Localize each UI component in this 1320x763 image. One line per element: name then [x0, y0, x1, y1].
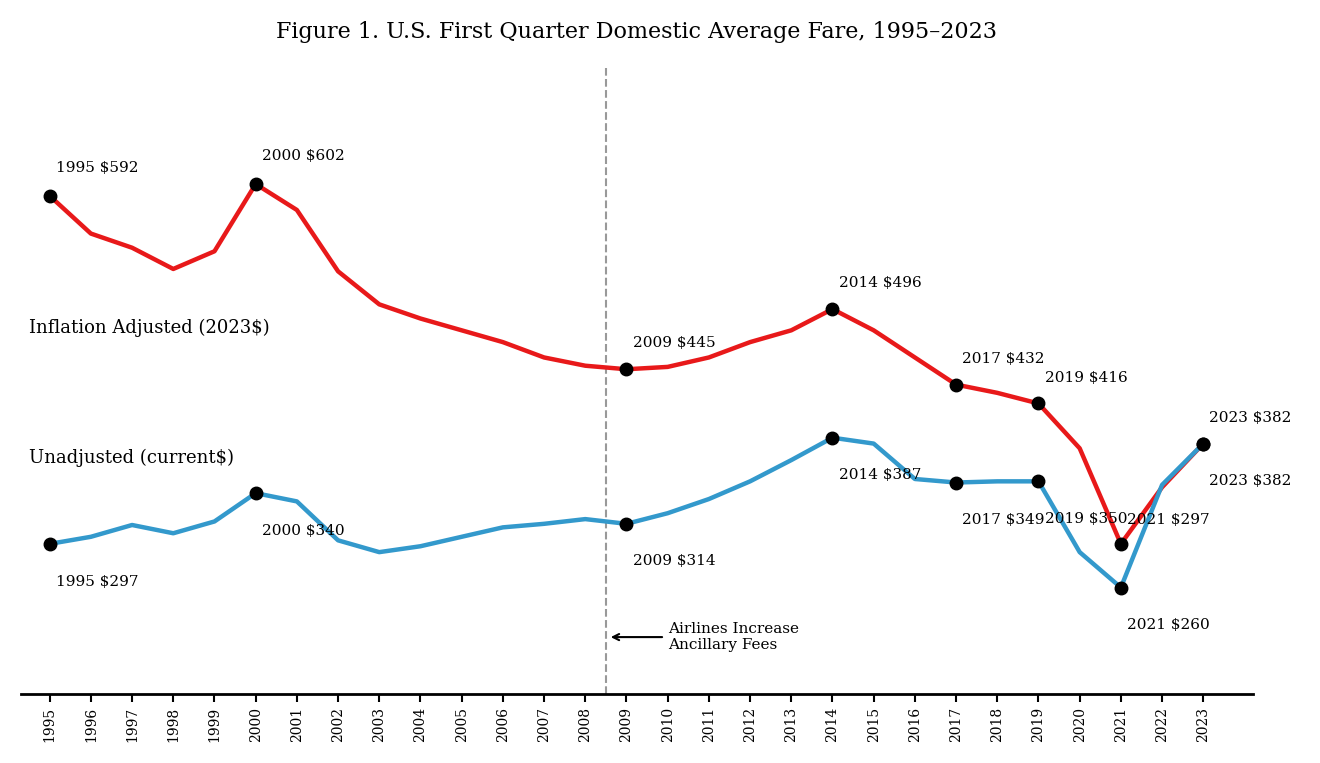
Text: 1995 $297: 1995 $297	[55, 575, 139, 588]
Text: 2000 $340: 2000 $340	[261, 524, 345, 538]
Text: 2019 $350: 2019 $350	[1044, 512, 1127, 526]
Text: Unadjusted (current$): Unadjusted (current$)	[29, 449, 234, 467]
Text: 2014 $387: 2014 $387	[838, 468, 921, 482]
Text: 2021 $297: 2021 $297	[1127, 513, 1209, 527]
Text: 2000 $602: 2000 $602	[261, 149, 345, 163]
Text: Inflation Adjusted (2023$): Inflation Adjusted (2023$)	[29, 319, 269, 337]
Text: 2023 $382: 2023 $382	[1209, 475, 1292, 488]
Text: Airlines Increase
Ancillary Fees: Airlines Increase Ancillary Fees	[612, 622, 799, 652]
Title: Figure 1. U.S. First Quarter Domestic Average Fare, 1995–2023: Figure 1. U.S. First Quarter Domestic Av…	[276, 21, 998, 43]
Text: 2017 $432: 2017 $432	[962, 352, 1044, 365]
Text: 2023 $382: 2023 $382	[1209, 410, 1292, 425]
Text: 2019 $416: 2019 $416	[1044, 371, 1127, 385]
Text: 2009 $445: 2009 $445	[632, 336, 715, 350]
Text: 2014 $496: 2014 $496	[838, 276, 921, 290]
Text: 2017 $349: 2017 $349	[962, 513, 1044, 527]
Text: 2009 $314: 2009 $314	[632, 555, 715, 568]
Text: 1995 $592: 1995 $592	[55, 160, 139, 175]
Text: 2021 $260: 2021 $260	[1127, 618, 1210, 633]
